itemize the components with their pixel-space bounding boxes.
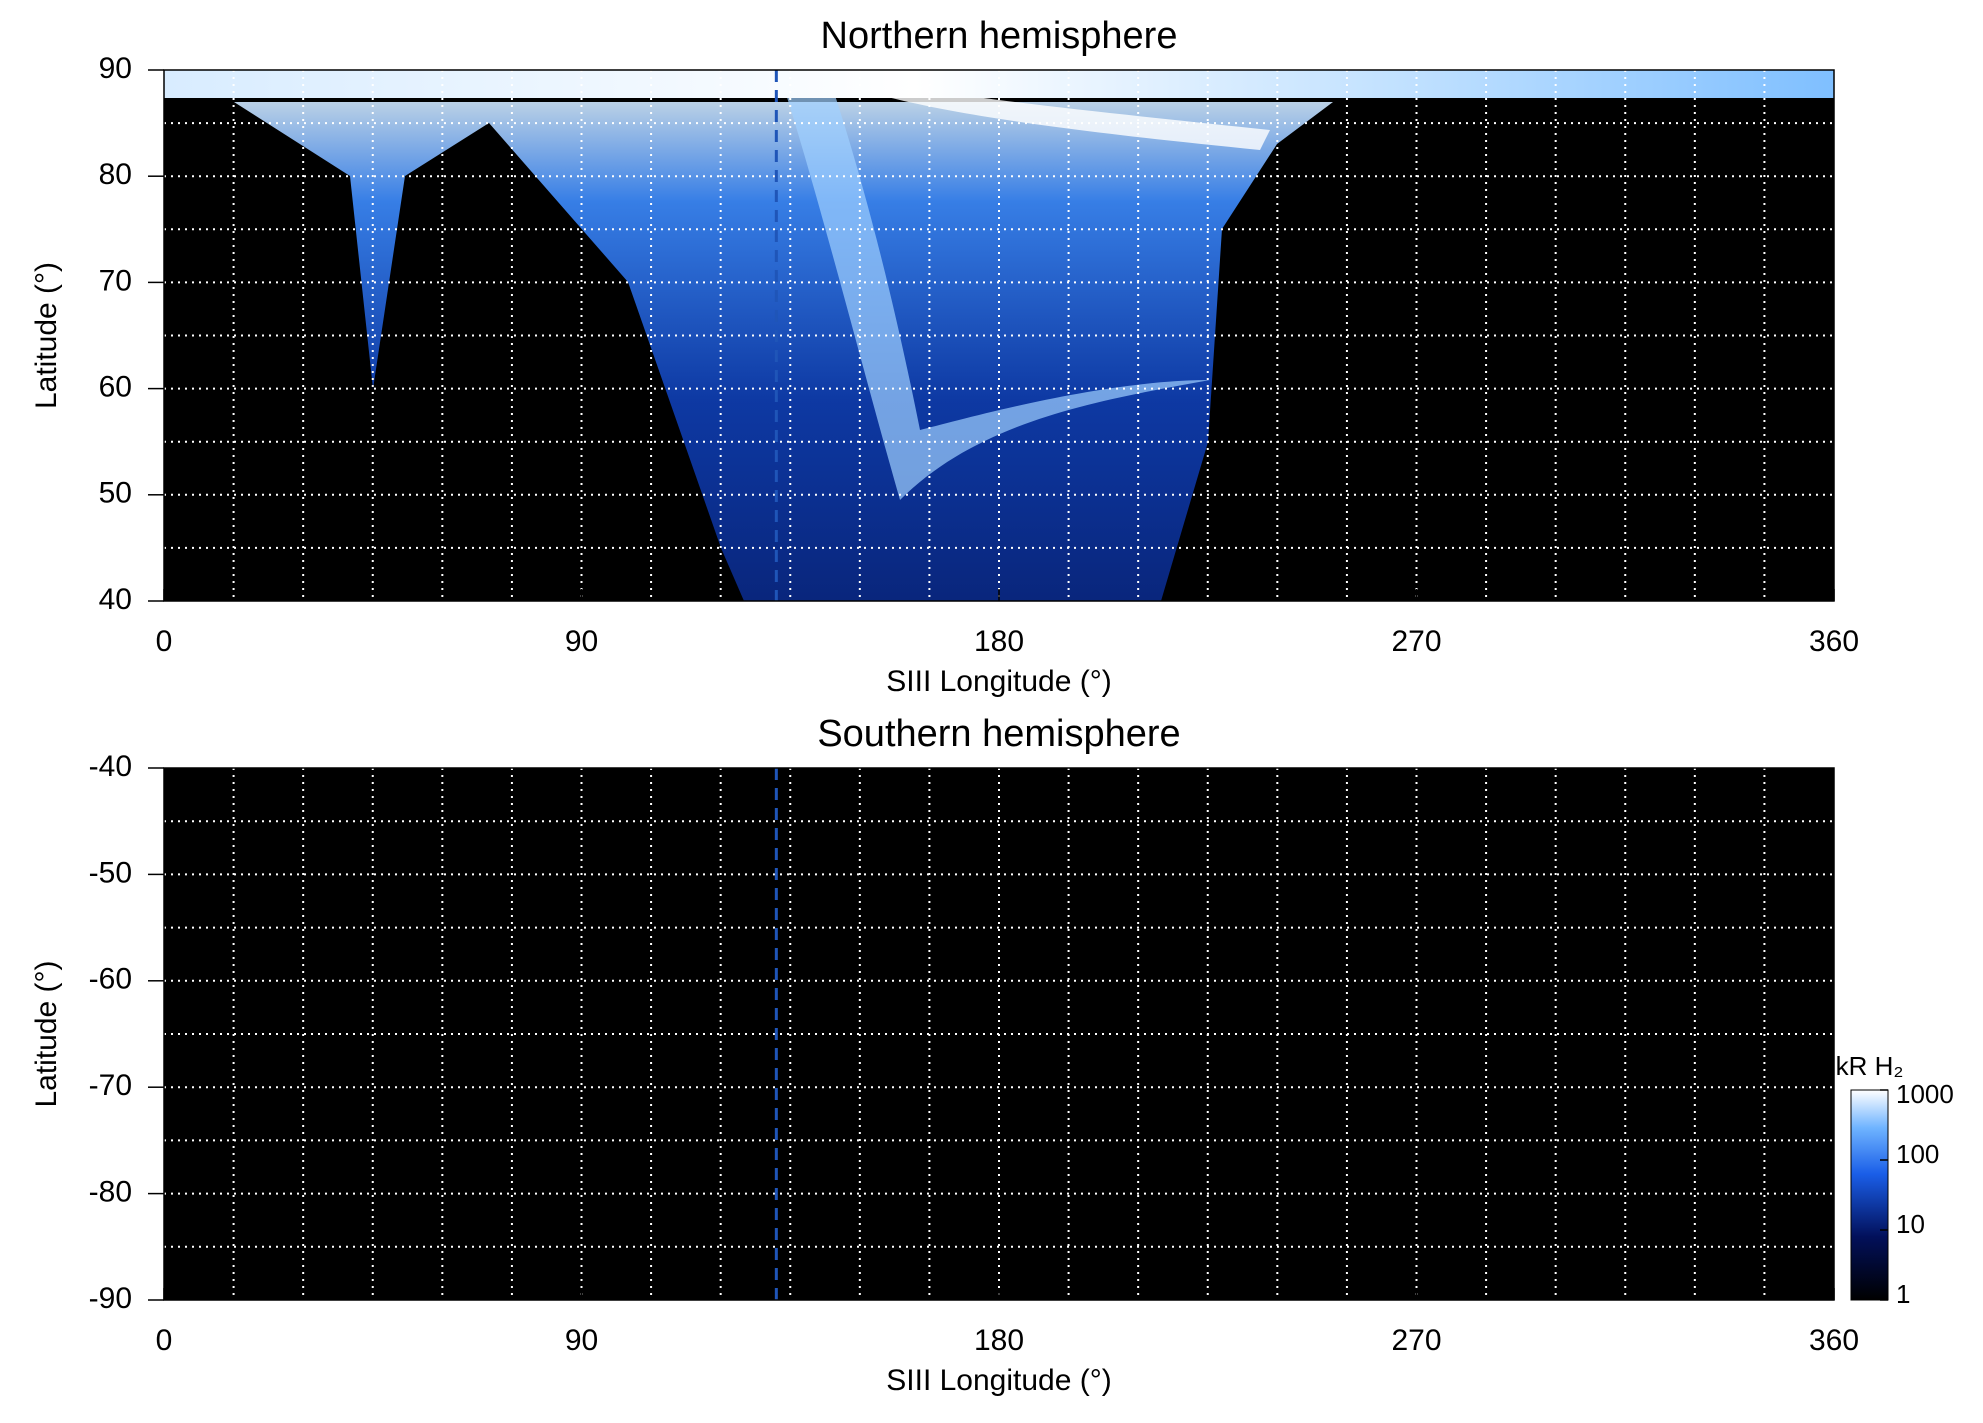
x-tick-label: 0: [156, 625, 173, 658]
y-tick-label: -90: [89, 1282, 132, 1315]
x-tick-label: 270: [1391, 1324, 1441, 1357]
y-tick-label: -60: [89, 963, 132, 996]
y-tick-label: 80: [99, 158, 132, 191]
y-tick-label: -80: [89, 1176, 132, 1209]
y-tick-label: 70: [99, 264, 132, 297]
y-axis-label: Latitude (°): [30, 262, 63, 409]
y-tick-label: -70: [89, 1069, 132, 1102]
y-tick-label: 40: [99, 583, 132, 616]
x-tick-label: 180: [974, 1324, 1024, 1357]
y-tick-label: 60: [99, 371, 132, 404]
colorbar-label: kR H₂: [1836, 1051, 1904, 1081]
colorbar-tick-label: 10: [1896, 1209, 1925, 1239]
chart-title: Northern hemisphere: [821, 15, 1178, 57]
y-tick-label: -50: [89, 856, 132, 889]
x-tick-label: 180: [974, 625, 1024, 658]
x-tick-label: 270: [1391, 625, 1441, 658]
x-axis-label: SIII Longitude (°): [886, 665, 1111, 698]
x-axis-label: SIII Longitude (°): [886, 1364, 1111, 1397]
y-tick-label: 90: [99, 52, 132, 85]
colorbar-tick-label: 1000: [1896, 1079, 1954, 1109]
x-tick-label: 360: [1809, 1324, 1859, 1357]
colorbar-tick-label: 1: [1896, 1279, 1910, 1309]
x-tick-label: 90: [565, 1324, 598, 1357]
colorbar-tick-label: 100: [1896, 1139, 1939, 1169]
colorbar: [1850, 1089, 1889, 1301]
chart-title: Southern hemisphere: [817, 713, 1180, 755]
x-tick-label: 90: [565, 625, 598, 658]
y-axis-label: Latitude (°): [30, 960, 63, 1107]
emission-region: [234, 102, 1333, 601]
y-tick-label: -40: [89, 750, 132, 783]
x-tick-label: 360: [1809, 625, 1859, 658]
x-tick-label: 0: [156, 1324, 173, 1357]
y-tick-label: 50: [99, 477, 132, 510]
emission-arc: [780, 75, 1210, 500]
